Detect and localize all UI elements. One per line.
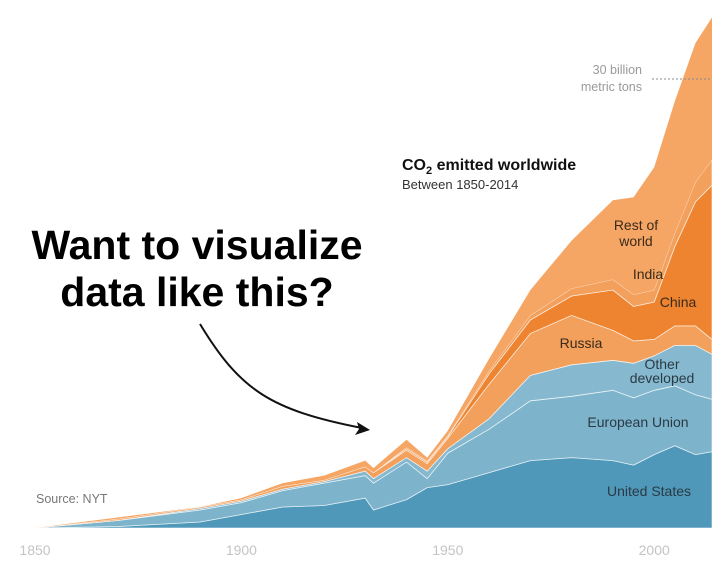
label-other-developed-2: developed	[630, 370, 695, 386]
label-other-developed-1: Other	[644, 356, 679, 372]
x-axis: 1850 1900 1950 2000	[19, 542, 670, 558]
annotation-line1: 30 billion	[593, 63, 642, 77]
label-rest-of-world-2: world	[618, 233, 652, 249]
chart-title: CO2 emitted worldwide	[402, 157, 576, 177]
arrow-head-icon	[355, 422, 370, 435]
overlay-line2: data like this?	[60, 269, 333, 315]
label-european-union: European Union	[587, 414, 688, 430]
overlay-line1: Want to visualize	[31, 222, 362, 268]
area-layers	[34, 17, 713, 529]
chart-subtitle: Between 1850-2014	[402, 177, 518, 192]
x-tick-label: 1850	[19, 542, 50, 558]
label-rest-of-world-1: Rest of	[614, 217, 658, 233]
x-tick-label: 2000	[639, 542, 670, 558]
label-russia: Russia	[560, 335, 603, 351]
area-rest-of-world	[35, 17, 712, 528]
label-united-states: United States	[607, 483, 691, 499]
x-tick-label: 1900	[226, 542, 257, 558]
label-china: China	[660, 294, 697, 310]
label-india: India	[633, 266, 664, 282]
arrow-curve	[199, 323, 363, 429]
annotation-line2: metric tons	[581, 80, 642, 94]
x-tick-label: 1950	[432, 542, 463, 558]
source-note: Source: NYT	[36, 492, 108, 506]
